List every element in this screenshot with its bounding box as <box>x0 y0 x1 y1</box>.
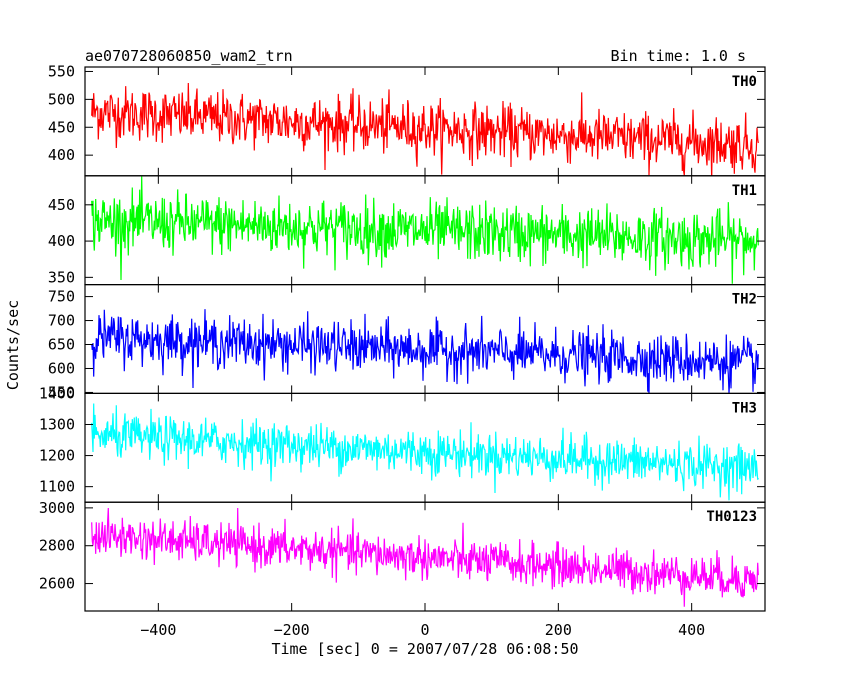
panel-label: TH3 <box>732 400 757 416</box>
y-tick-label: 1300 <box>39 415 75 433</box>
x-axis: −400 −200 0 200 400 <box>140 621 705 639</box>
y-tick-label: 1100 <box>39 478 75 496</box>
panel-th2: 550 600 650 700 750 TH2 <box>48 284 766 401</box>
x-tick-label: −200 <box>274 621 310 639</box>
y-tick-label: 1400 <box>39 384 75 402</box>
panel-label: TH1 <box>732 183 757 199</box>
chart-title: ae070728060850_wam2_trn <box>85 47 293 65</box>
series-line-th2 <box>91 309 759 394</box>
x-axis-label: Time [sec] 0 = 2007/07/28 06:08:50 <box>271 640 578 658</box>
x-tick-label: 0 <box>420 621 429 639</box>
panel-label: TH2 <box>732 292 757 308</box>
series-line-th0 <box>91 82 759 176</box>
x-tick-label: 200 <box>545 621 572 639</box>
panels-group: 400 450 500 550 TH0 350 400 450 TH1 550 600 650 700 7… <box>39 62 766 612</box>
bin-time-label: Bin time: 1.0 s <box>611 47 746 65</box>
y-tick-label: 650 <box>48 336 75 354</box>
series-line-th0123 <box>91 507 759 607</box>
y-tick-label: 450 <box>48 196 75 214</box>
x-tick-label: 400 <box>678 621 705 639</box>
y-axis-label: Counts/sec <box>4 300 22 390</box>
x-tick-label: −400 <box>140 621 176 639</box>
y-tick-label: 3000 <box>39 499 75 517</box>
y-tick-label: 2800 <box>39 537 75 555</box>
y-tick-label: 550 <box>48 62 75 80</box>
y-tick-label: 350 <box>48 268 75 286</box>
y-tick-label: 600 <box>48 359 75 377</box>
panel-frame <box>84 284 766 395</box>
panel-label: TH0123 <box>706 509 757 525</box>
y-tick-label: 700 <box>48 312 75 330</box>
y-tick-label: 400 <box>48 232 75 250</box>
panel-label: TH0 <box>732 74 757 90</box>
panel-th0123: 2600 2800 3000 TH0123 <box>39 499 766 612</box>
y-tick-label: 1200 <box>39 447 75 465</box>
panel-th3: 1100 1200 1300 1400 TH3 <box>39 384 766 503</box>
y-tick-label: 400 <box>48 146 75 164</box>
y-tick-label: 750 <box>48 288 75 306</box>
y-tick-label: 500 <box>48 90 75 108</box>
y-tick-label: 450 <box>48 118 75 136</box>
y-tick-label: 2600 <box>39 575 75 593</box>
panel-th0: 400 450 500 550 TH0 <box>48 62 766 177</box>
panel-th1: 350 400 450 TH1 <box>48 175 766 286</box>
y-tick-label: 550 <box>48 383 75 401</box>
series-line-th1 <box>91 176 759 284</box>
series-line-th3 <box>91 403 759 501</box>
